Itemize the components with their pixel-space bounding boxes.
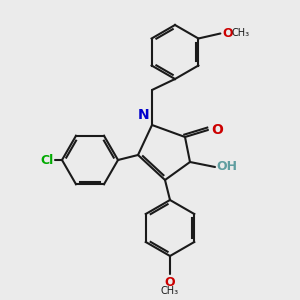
Text: O: O bbox=[222, 27, 233, 40]
Text: Cl: Cl bbox=[41, 154, 54, 166]
Text: CH₃: CH₃ bbox=[161, 286, 179, 296]
Text: CH₃: CH₃ bbox=[231, 28, 250, 38]
Text: N: N bbox=[137, 108, 149, 122]
Text: O: O bbox=[211, 123, 223, 137]
Text: OH: OH bbox=[216, 160, 237, 173]
Text: O: O bbox=[165, 276, 175, 289]
